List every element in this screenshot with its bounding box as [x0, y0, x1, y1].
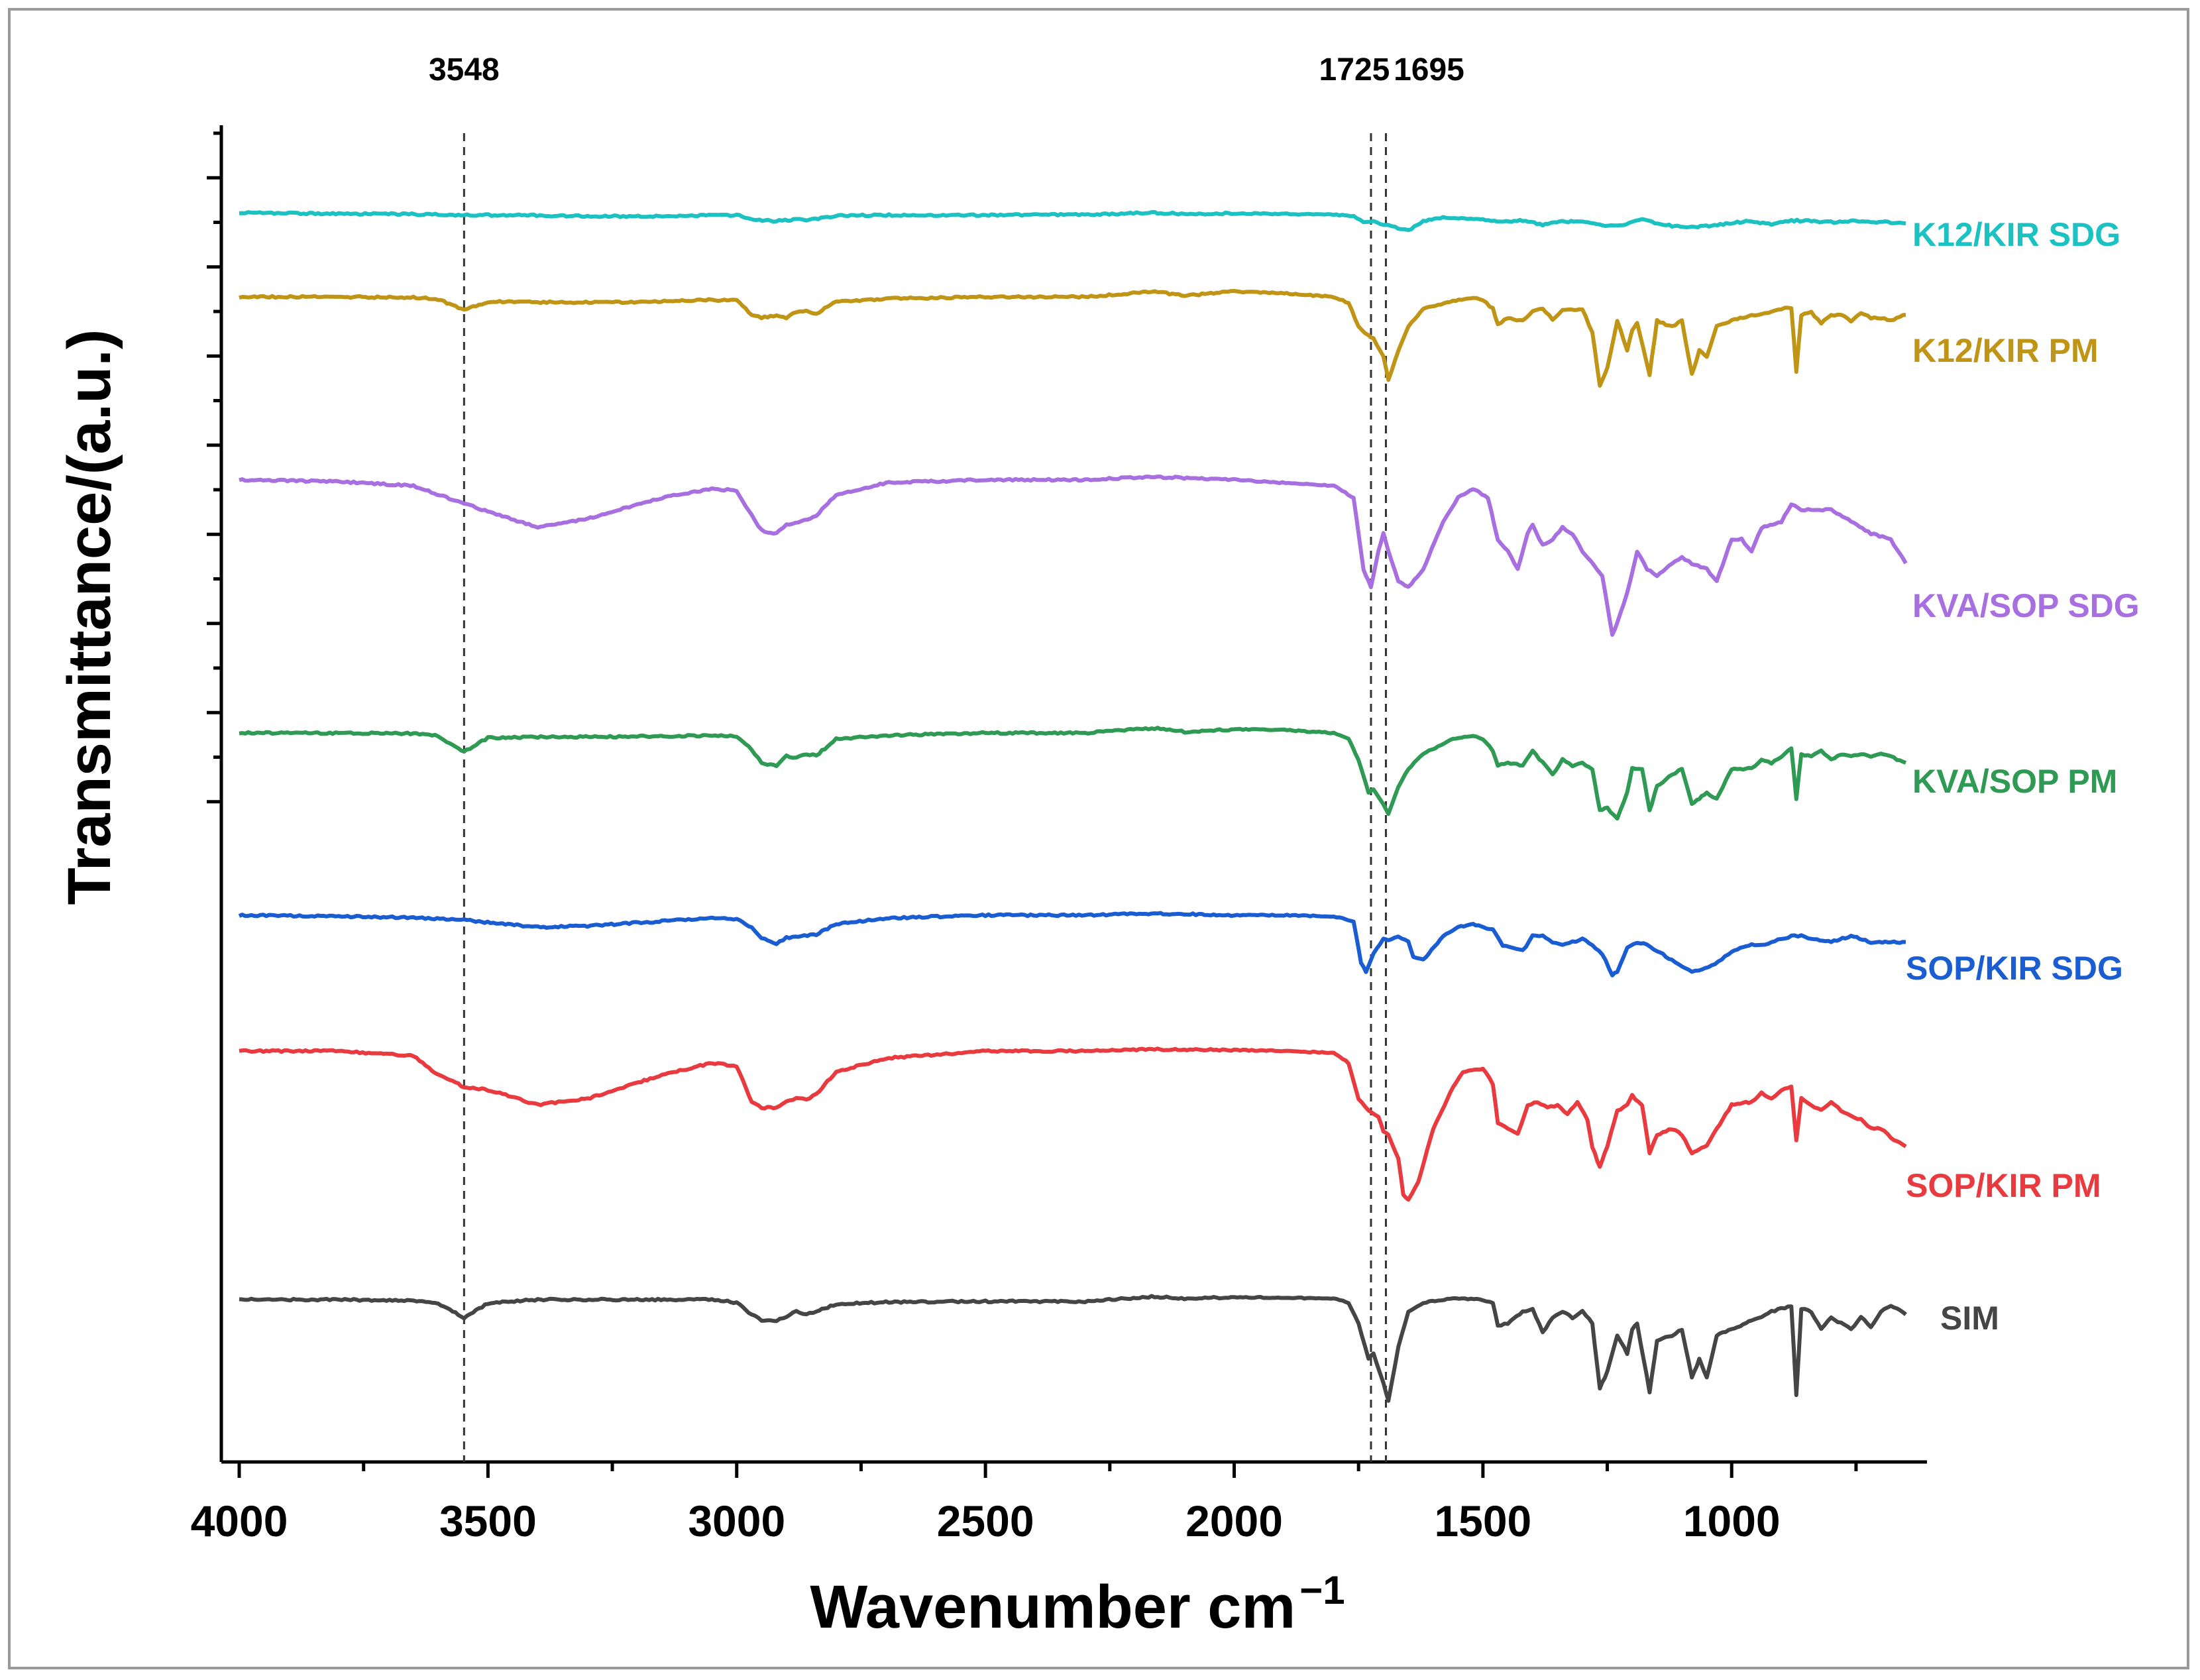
spectrum-line	[239, 1046, 1907, 1202]
spectrum-line	[239, 726, 1907, 821]
x-axis-title: Wavenumber cm −1	[810, 1568, 1345, 1641]
x-tick-label: 3000	[688, 1496, 785, 1545]
figure-frame: 4000 3500 3000 2500 2000 1500 1000 3548 1725 169…	[8, 8, 2189, 1669]
x-tick-label: 1500	[1434, 1496, 1531, 1545]
ftir-chart: 4000 3500 3000 2500 2000 1500 1000 3548 1725 169…	[56, 52, 2140, 1641]
series-labels: K12/KIR SDG K12/KIR PM KVA/SOP SDG KVA/SOP …	[1906, 216, 2140, 1337]
spectrum-line	[238, 911, 1906, 978]
spectrum-line	[239, 1294, 1907, 1403]
series-label: KVA/SOP SDG	[1912, 587, 2140, 624]
y-axis-title: Transmittance/(a.u.)	[56, 329, 123, 905]
peak-marker-label: 1695	[1394, 52, 1464, 87]
x-axis-title-main: Wavenumber cm	[810, 1573, 1295, 1641]
series-label: KVA/SOP PM	[1912, 763, 2117, 800]
axes: 4000 3500 3000 2500 2000 1500 1000	[191, 125, 1927, 1545]
spectrum-line	[239, 209, 1906, 233]
peak-annotations: 3548 1725 1695	[429, 52, 1464, 1462]
spectrum-line	[239, 475, 1908, 637]
x-tick-label: 2000	[1185, 1496, 1283, 1545]
x-axis-title-superscript: −1	[1299, 1568, 1345, 1612]
x-tick-label: 3500	[439, 1496, 537, 1545]
spectra	[238, 209, 1908, 1403]
x-tick-label: 4000	[191, 1496, 288, 1545]
series-label: K12/KIR PM	[1912, 332, 2099, 369]
series-label: SOP/KIR PM	[1906, 1167, 2101, 1204]
series-label: SOP/KIR SDG	[1906, 950, 2123, 987]
x-tick-label: 2500	[937, 1496, 1034, 1545]
series-label: SIM	[1940, 1300, 1999, 1337]
spectrum-line	[239, 289, 1906, 388]
peak-marker-label: 3548	[429, 52, 500, 87]
peak-marker-label: 1725	[1319, 52, 1390, 87]
x-tick-label: 1000	[1683, 1496, 1781, 1545]
series-label: K12/KIR SDG	[1912, 216, 2120, 253]
